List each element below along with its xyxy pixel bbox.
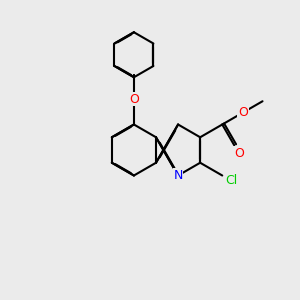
Text: O: O [129, 92, 139, 106]
Text: O: O [234, 147, 244, 160]
Text: Cl: Cl [225, 174, 238, 187]
Text: N: N [173, 169, 183, 182]
Text: O: O [238, 106, 248, 119]
